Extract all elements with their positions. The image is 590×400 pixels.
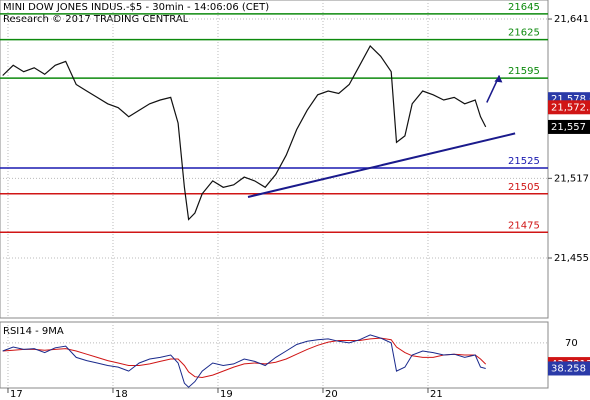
y-tick-label: 21,455 bbox=[554, 253, 589, 264]
price-tag bbox=[548, 100, 590, 115]
chart-subtitle: Research © 2017 TRADING CENTRAL bbox=[3, 14, 189, 25]
level-label: 21645 bbox=[508, 2, 540, 13]
main-frame bbox=[0, 0, 549, 319]
rsi-line bbox=[2, 337, 487, 379]
chart-title: MINI DOW JONES INDUS.-$5 - 30min - 14:06… bbox=[3, 2, 269, 13]
rsi-tag bbox=[548, 361, 590, 376]
price-line bbox=[2, 45, 487, 221]
arrow-head bbox=[494, 75, 503, 83]
level-label: 21505 bbox=[508, 182, 540, 193]
y-tick-label: 21,517 bbox=[554, 173, 589, 184]
price-tag-label: 21,557 bbox=[551, 122, 586, 133]
price-tag bbox=[548, 119, 590, 134]
price-tag-label: 21,578.6 bbox=[551, 94, 590, 105]
x-tick-label: 21 bbox=[430, 389, 443, 400]
x-tick-label: 20 bbox=[325, 389, 338, 400]
level-label: 21475 bbox=[508, 220, 540, 231]
x-tick-label: 19 bbox=[220, 389, 233, 400]
price-tag-label: 21,572.3 bbox=[551, 102, 590, 113]
rsi-tag-label: 38.258 bbox=[551, 363, 586, 374]
trendline bbox=[247, 132, 516, 198]
x-tick-label: 17 bbox=[10, 389, 23, 400]
rsi-line bbox=[2, 334, 486, 388]
level-label: 21595 bbox=[508, 66, 540, 77]
y-tick-label: 70 bbox=[565, 338, 578, 349]
level-label: 21625 bbox=[508, 28, 540, 39]
rsi-title: RSI14 - 9MA bbox=[3, 326, 64, 337]
x-tick-label: 18 bbox=[115, 389, 128, 400]
y-tick-label: 21,641 bbox=[554, 14, 589, 25]
level-label: 21525 bbox=[508, 156, 540, 167]
